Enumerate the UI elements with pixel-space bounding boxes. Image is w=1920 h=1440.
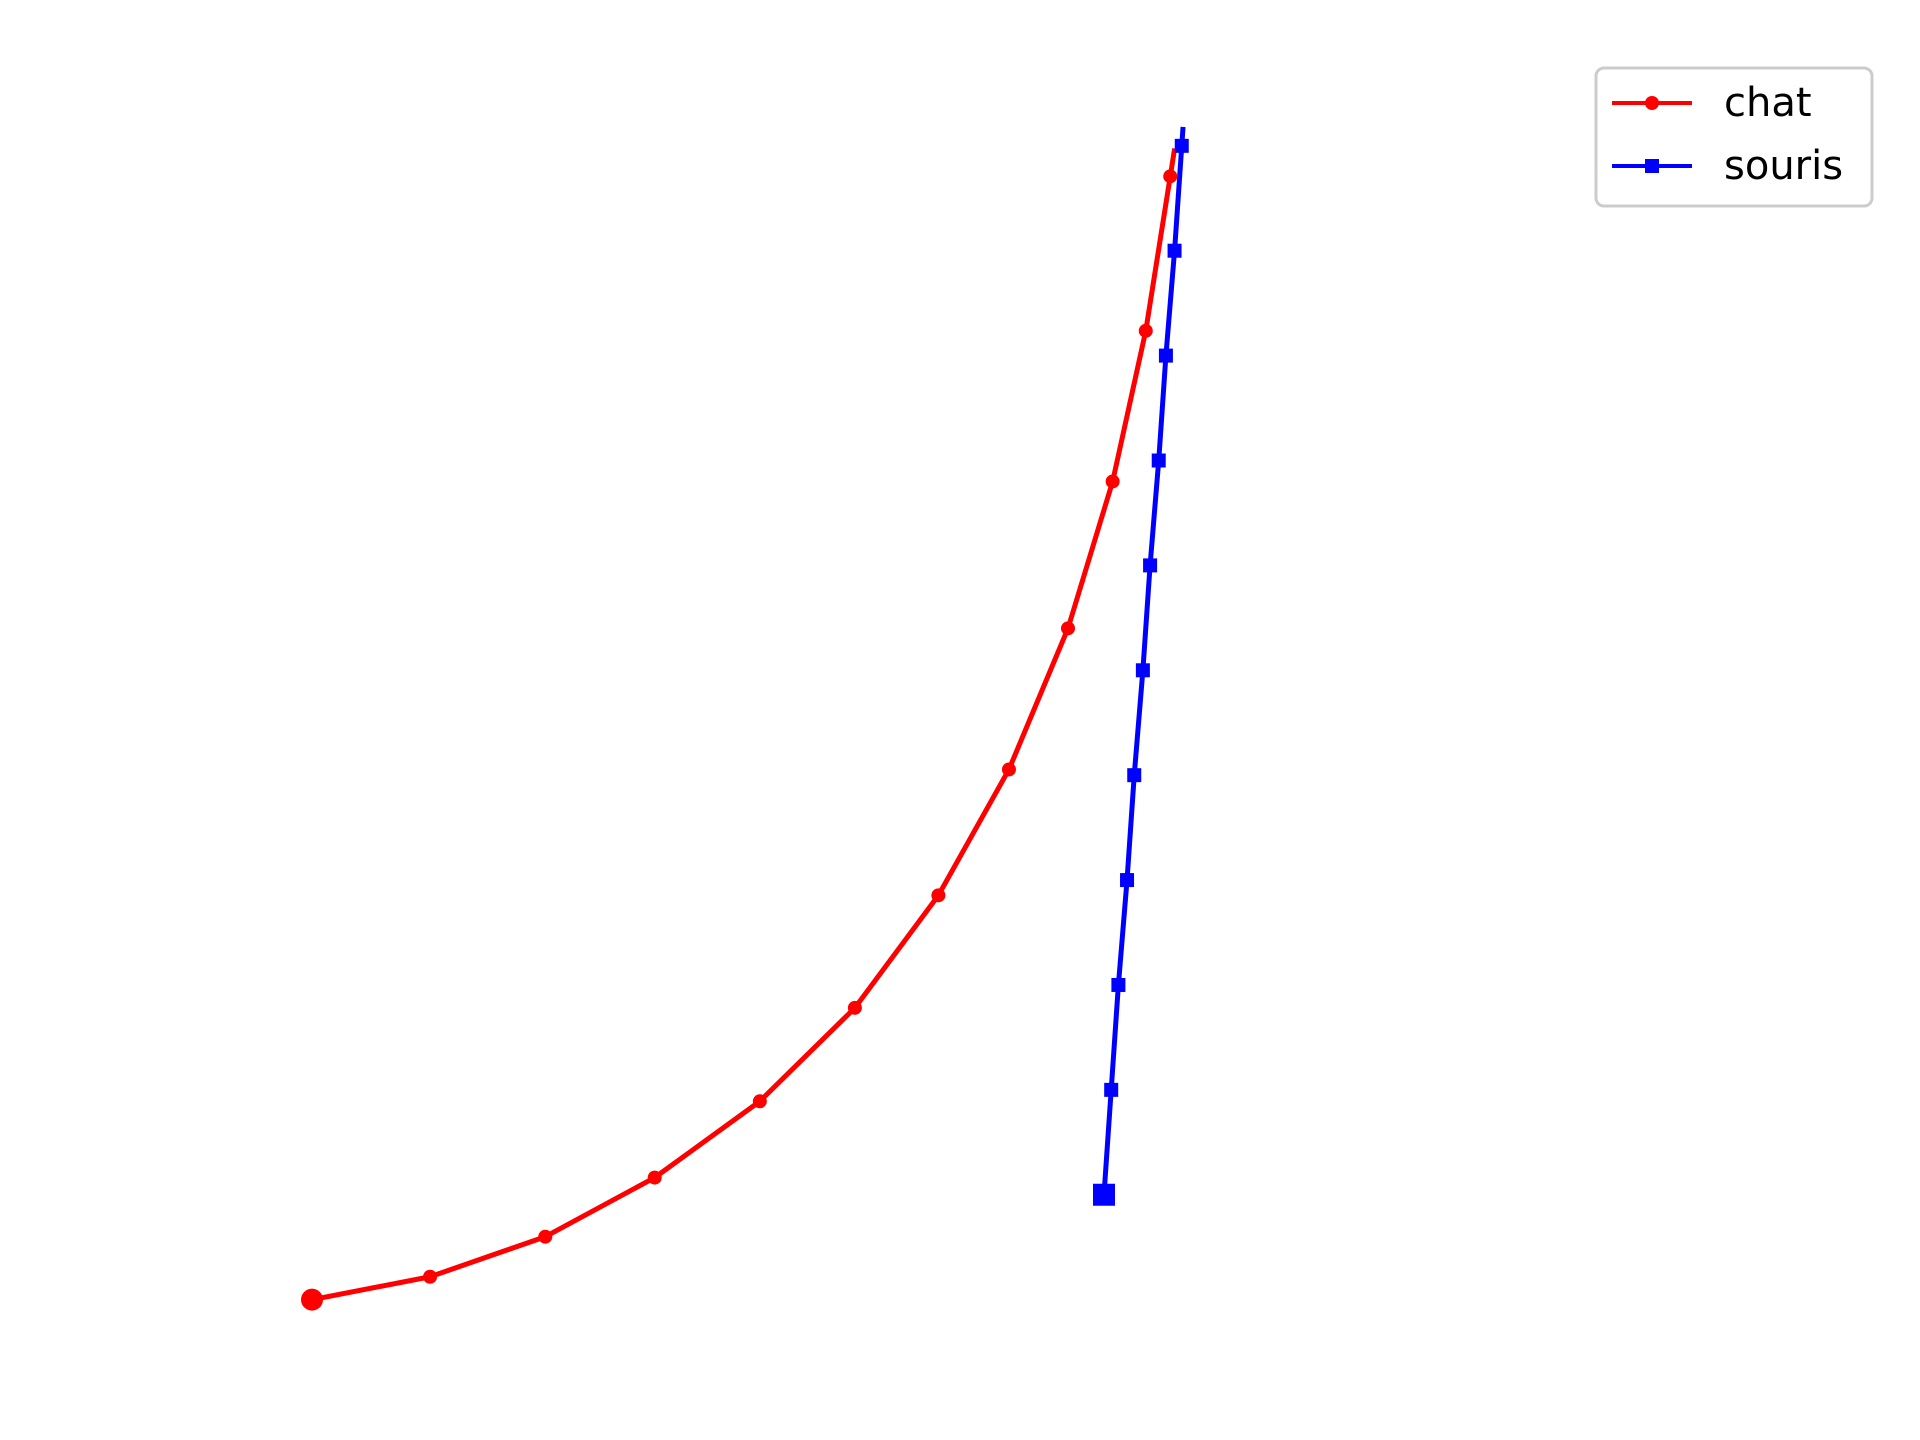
- series-point-chat: [423, 1269, 438, 1284]
- legend-label-chat: chat: [1724, 80, 1812, 126]
- series-point-souris: [1174, 138, 1189, 153]
- series-point-chat: [1105, 474, 1120, 489]
- series-point-chat: [1138, 323, 1153, 338]
- series-point-souris: [1158, 348, 1173, 363]
- series-point-chat: [647, 1170, 662, 1185]
- series-point-chat: [752, 1094, 767, 1109]
- series-point-souris: [1143, 558, 1158, 573]
- legend-swatch-souris-marker: [1645, 159, 1659, 173]
- series-point-souris: [1127, 768, 1142, 783]
- series-point-souris: [1167, 243, 1182, 258]
- series-point-souris: [1120, 873, 1135, 888]
- series-point-souris: [1135, 663, 1150, 678]
- series-layer: [301, 126, 1189, 1311]
- series-point-chat: [1163, 169, 1178, 184]
- legend-swatch-chat-marker: [1645, 96, 1659, 110]
- series-point-souris: [1104, 1082, 1119, 1097]
- legend: chat souris: [1594, 66, 1874, 208]
- series-point-souris: [1111, 977, 1126, 992]
- series-start-point-souris: [1093, 1183, 1115, 1206]
- series-line-chat: [311, 148, 1178, 1303]
- series-line-souris: [1101, 126, 1186, 1195]
- series-start-point-chat: [301, 1288, 323, 1311]
- series-point-chat: [847, 1000, 862, 1015]
- legend-label-souris: souris: [1724, 143, 1843, 189]
- series-point-chat: [538, 1229, 553, 1244]
- series-point-chat: [931, 888, 946, 903]
- series-point-chat: [1061, 621, 1075, 636]
- series-point-chat: [1001, 762, 1016, 777]
- series-point-souris: [1151, 453, 1166, 468]
